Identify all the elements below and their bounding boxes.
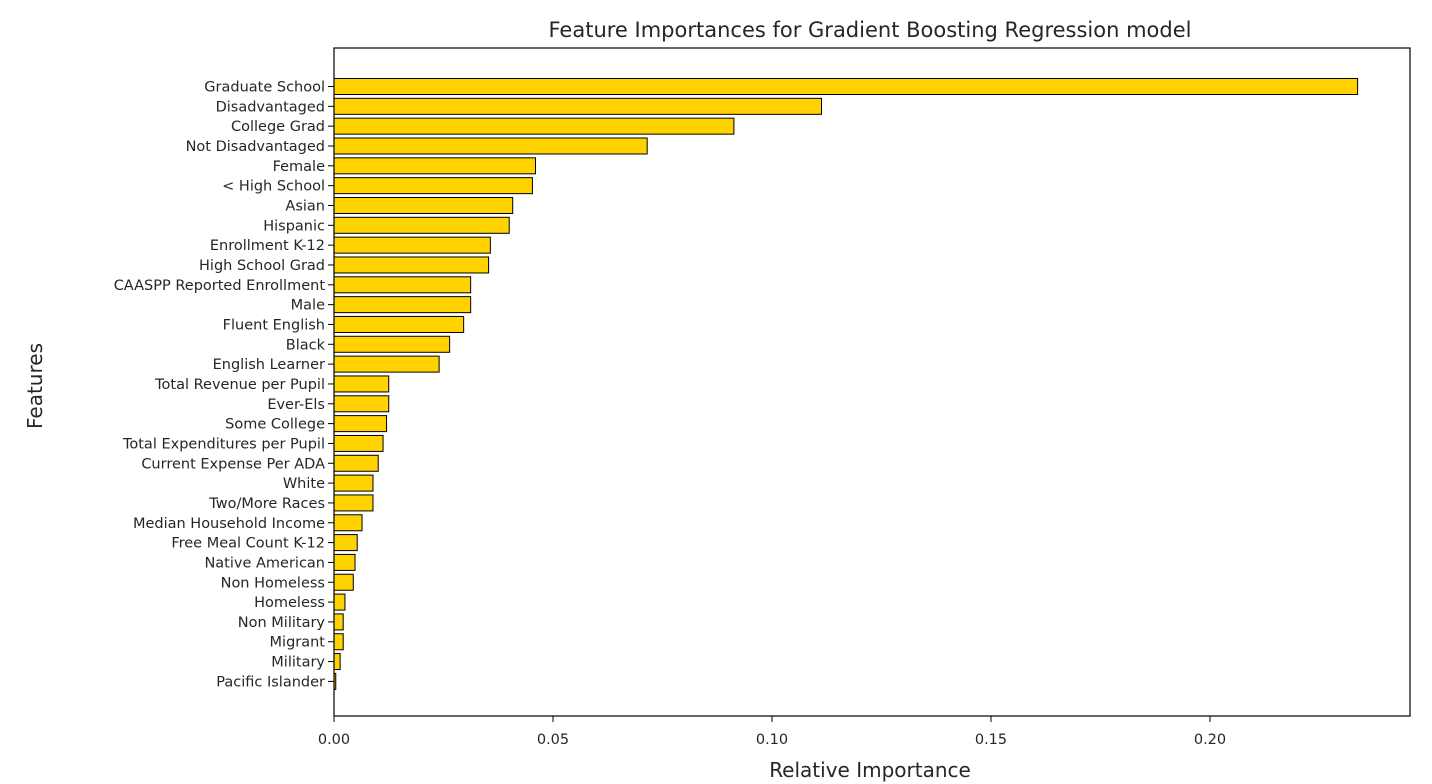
y-tick-label: Non Military [238, 615, 326, 631]
y-tick-label: Male [291, 298, 325, 314]
bar [333, 415, 388, 433]
y-tick-label: English Learner [213, 357, 325, 373]
bar [333, 355, 440, 373]
bar [333, 97, 822, 115]
y-tick-label: Asian [285, 198, 325, 214]
bar [333, 593, 346, 611]
plot-frame [333, 47, 1411, 717]
y-tick-label: < High School [222, 179, 325, 195]
bar [333, 196, 514, 214]
bar [333, 474, 374, 492]
x-tick-label: 0.00 [318, 732, 350, 748]
y-tick-label: Ever-Els [267, 397, 325, 413]
x-axis-ticks: 0.00 0.05 0.10 0.15 0.20 [318, 716, 1226, 748]
y-tick-label: Migrant [270, 635, 326, 651]
bar [333, 315, 465, 333]
bar [333, 276, 472, 294]
y-tick-label: Median Household Income [133, 516, 325, 532]
bar [333, 78, 1359, 95]
bar [333, 117, 735, 135]
bar [333, 335, 451, 353]
y-tick-label: Not Disadvantaged [186, 139, 325, 155]
y-tick-label: Some College [225, 417, 325, 433]
chart-title: Feature Importances for Gradient Boostin… [549, 18, 1192, 42]
y-tick-label: Graduate School [204, 80, 325, 96]
x-tick-label: 0.05 [537, 732, 569, 748]
y-tick-label: Black [286, 337, 326, 353]
y-tick-label: Non Homeless [221, 575, 325, 591]
bar [333, 296, 472, 314]
bar [333, 573, 354, 591]
bar [333, 514, 363, 532]
bar [333, 137, 648, 155]
y-tick-label: Hispanic [263, 218, 325, 234]
y-tick-label: Total Revenue per Pupil [154, 377, 325, 393]
bar [333, 375, 390, 393]
x-tick-label: 0.20 [1194, 732, 1226, 748]
bar [333, 494, 374, 512]
y-tick-label: High School Grad [199, 258, 325, 274]
y-tick-label: Native American [204, 555, 325, 571]
y-tick-label: Military [271, 655, 325, 671]
x-axis-label: Relative Importance [769, 758, 971, 782]
y-axis-label: Features [23, 343, 47, 429]
bar [333, 256, 490, 274]
bar [333, 434, 384, 452]
y-tick-label: Enrollment K-12 [210, 238, 325, 254]
bar [333, 236, 491, 254]
y-tick-label: Fluent English [223, 317, 325, 333]
y-axis-ticks: Graduate School Disadvantaged College Grad… [114, 80, 334, 690]
y-tick-label: Disadvantaged [216, 99, 325, 115]
bars-group [333, 78, 1359, 690]
y-tick-label: Free Meal Count K-12 [171, 536, 325, 552]
y-tick-label: College Grad [231, 119, 325, 135]
y-tick-label: White [283, 476, 325, 492]
bar [333, 395, 390, 413]
bar [333, 454, 379, 472]
y-tick-label: Pacific Islander [216, 674, 325, 690]
bar [333, 613, 344, 631]
bar [333, 177, 533, 195]
bar [333, 553, 356, 571]
bar [333, 534, 358, 552]
y-tick-label: Current Expense Per ADA [141, 456, 325, 472]
bar [333, 653, 341, 671]
x-tick-label: 0.10 [756, 732, 788, 748]
y-tick-label: Homeless [254, 595, 325, 611]
y-tick-label: Two/More Races [208, 496, 325, 512]
bar [333, 633, 344, 651]
y-tick-label: CAASPP Reported Enrollment [114, 278, 326, 294]
bar [333, 216, 510, 234]
y-tick-label: Female [273, 159, 326, 175]
y-tick-label: Total Expenditures per Pupil [122, 436, 325, 452]
x-tick-label: 0.15 [975, 732, 1007, 748]
bar [333, 157, 536, 175]
